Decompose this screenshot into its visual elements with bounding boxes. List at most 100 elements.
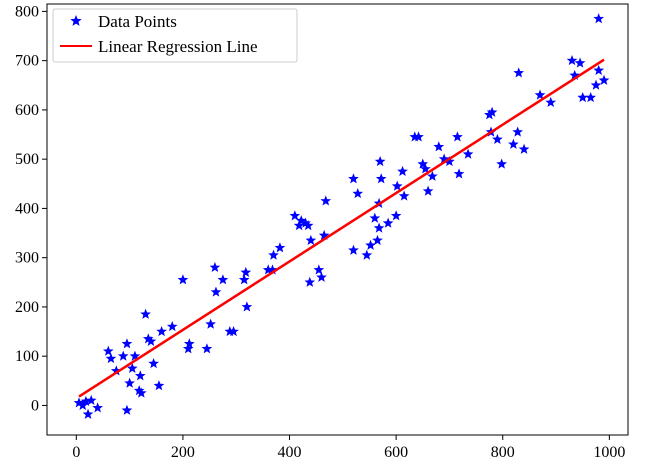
data-point-20 [145,335,157,346]
data-point-55 [352,188,364,199]
data-point-89 [518,143,530,154]
data-point-77 [444,156,455,167]
data-point-30 [209,261,221,273]
legend-label-regression-line: Linear Regression Line [98,37,258,56]
data-point-60 [373,222,385,233]
x-tick-label-2: 400 [278,444,302,461]
plot-frame [46,3,629,436]
data-point-78 [452,131,463,142]
data-point-40 [268,249,279,260]
data-point-58 [369,212,381,223]
data-point-25 [177,274,189,285]
data-point-85 [496,158,507,169]
data-point-75 [433,141,445,152]
y-tick-label-4: 400 [15,200,39,217]
y-tick-label-8: 800 [15,3,39,20]
data-point-88 [513,67,525,78]
data-point-66 [391,180,403,191]
data-point-76 [438,153,450,164]
data-point-39 [267,264,278,275]
x-tick-label-0: 0 [72,444,80,461]
data-point-97 [590,79,602,90]
data-point-57 [365,239,376,250]
data-point-45 [300,217,311,228]
data-point-15 [133,385,145,396]
x-tick-label-1: 200 [171,444,195,461]
axis-ticks: 0 200 400 600 800 1000 0 100 200 300 400 500 600 700 8… [15,3,625,461]
x-tick-label-5: 1000 [593,444,625,461]
data-point-53 [348,173,359,184]
data-point-32 [217,274,229,285]
data-point-42 [289,210,301,221]
data-point-7 [105,353,117,364]
data-point-86 [508,138,519,149]
y-tick-label-5: 500 [15,151,39,168]
data-point-2 [80,395,92,407]
legend: Data Points Linear Regression Line [52,8,298,63]
data-point-96 [585,91,597,103]
data-point-6 [102,345,114,356]
data-point-29 [205,318,216,329]
data-point-21 [148,357,159,369]
data-point-87 [512,126,523,137]
data-point-14 [129,350,141,361]
data-point-44 [295,215,307,226]
y-tick-label-0: 0 [31,397,39,414]
data-point-52 [320,195,332,206]
data-point-37 [241,301,253,312]
data-point-94 [574,57,586,68]
data-point-70 [413,131,424,142]
data-point-84 [492,133,503,144]
data-point-43 [293,220,305,231]
data-point-91 [545,96,557,108]
data-point-93 [569,69,581,80]
data-point-18 [140,308,151,319]
data-point-48 [305,234,317,245]
data-point-26 [182,343,194,354]
data-point-0 [73,397,85,408]
data-point-36 [240,266,252,277]
data-point-10 [121,338,133,349]
data-point-9 [117,350,129,361]
data-point-95 [577,91,589,103]
data-point-73 [422,185,434,196]
data-point-51 [318,229,330,241]
data-point-99 [593,13,605,24]
data-marks [73,13,610,419]
data-point-81 [484,109,495,120]
data-point-90 [534,89,546,100]
data-point-1 [77,399,89,410]
data-point-5 [92,402,103,413]
data-point-74 [427,170,438,181]
data-point-59 [372,234,383,245]
data-point-47 [304,276,316,287]
data-point-28 [201,343,213,354]
data-point-50 [316,271,327,282]
data-point-79 [453,168,465,179]
legend-box [52,8,298,63]
y-tick-label-6: 600 [15,102,39,119]
data-point-65 [390,210,402,221]
data-point-38 [262,264,274,275]
data-point-67 [397,165,408,176]
data-point-68 [398,190,410,201]
legend-label-data-points: Data Points [98,12,177,31]
data-point-11 [121,404,133,415]
data-point-41 [274,242,286,253]
data-point-4 [85,394,97,406]
data-point-31 [210,286,222,297]
data-point-62 [374,156,386,167]
data-point-13 [126,362,138,374]
data-point-80 [462,148,474,159]
data-point-23 [156,325,167,337]
data-point-100 [598,74,610,85]
data-point-72 [420,163,431,174]
data-point-22 [153,380,165,391]
data-point-83 [486,106,498,117]
data-point-19 [142,333,154,344]
data-point-12 [124,377,135,388]
data-point-24 [166,321,178,332]
data-point-8 [110,365,122,376]
data-point-54 [348,244,359,255]
data-point-3 [82,408,94,419]
